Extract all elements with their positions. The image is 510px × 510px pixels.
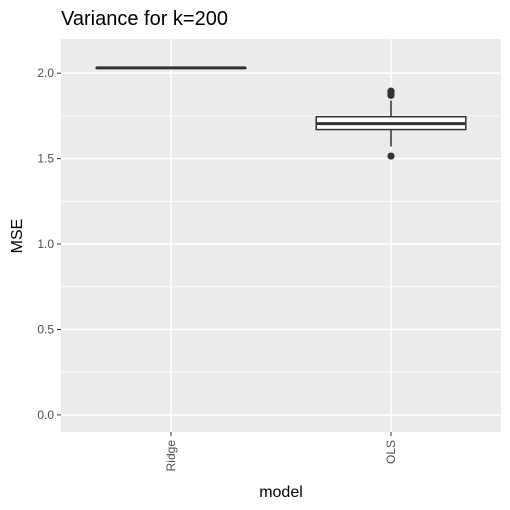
y-tick-label: 1.0	[37, 237, 54, 251]
plot-panel	[61, 39, 501, 432]
x-axis-title: model	[259, 484, 303, 501]
y-tick-label: 1.5	[37, 152, 54, 166]
x-axis: Ridge OLS	[164, 432, 398, 471]
y-axis: 0.0 0.5 1.0 1.5 2.0	[37, 66, 61, 422]
box-ols	[315, 87, 467, 160]
boxes-layer	[95, 66, 467, 160]
outlier-point-ols	[387, 152, 395, 160]
grid-minor	[61, 115, 501, 373]
y-tick-label: 0.5	[37, 322, 54, 336]
chart-title: Variance for k=200	[61, 8, 228, 30]
y-tick-label: 2.0	[37, 66, 54, 80]
outlier-point-ols	[387, 87, 395, 95]
x-tick-label-ridge: Ridge	[164, 440, 178, 472]
y-tick-label: 0.0	[37, 408, 54, 422]
y-axis-title: MSE	[9, 219, 26, 254]
x-tick-label-ols: OLS	[384, 440, 398, 464]
box-ridge	[95, 66, 247, 70]
